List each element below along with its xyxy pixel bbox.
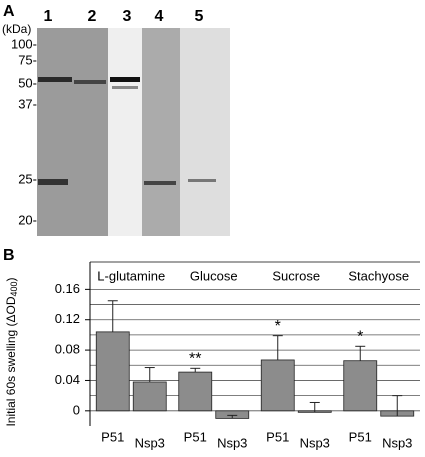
mw-marker: 20- bbox=[18, 212, 37, 227]
band bbox=[112, 86, 138, 89]
lane-label: 5 bbox=[195, 8, 204, 25]
lane-label: 2 bbox=[88, 8, 97, 25]
y-tick-label: 0.16 bbox=[55, 281, 80, 296]
y-tick-label: 0.04 bbox=[55, 372, 80, 387]
x-tick-label: P51 bbox=[266, 429, 289, 444]
lane-label: 1 bbox=[44, 8, 53, 25]
x-tick-label: P51 bbox=[184, 429, 207, 444]
y-axis-label: Initial 60s swelling (ΔOD400) bbox=[4, 277, 19, 426]
band bbox=[74, 80, 106, 84]
category-label: Glucose bbox=[190, 268, 238, 283]
band bbox=[188, 179, 216, 182]
unit-label: (kDa) bbox=[2, 22, 31, 36]
mw-marker: 50- bbox=[18, 75, 37, 90]
y-axis-label-text: ) bbox=[4, 277, 18, 281]
y-tick-label: 0.08 bbox=[55, 342, 80, 357]
significance-label: * bbox=[357, 329, 363, 346]
y-tick-label: 0.12 bbox=[55, 311, 80, 326]
mw-marker: 37- bbox=[18, 96, 37, 111]
significance-label: ** bbox=[189, 351, 201, 368]
x-tick-label: Nsp3 bbox=[217, 435, 247, 450]
band bbox=[144, 181, 176, 185]
mw-marker: 75- bbox=[18, 52, 37, 67]
bar bbox=[343, 360, 378, 412]
blot-lanes-1-2 bbox=[37, 28, 108, 236]
y-axis-label-text: Initial 60s swelling (ΔOD bbox=[4, 296, 18, 426]
mw-marker: 100- bbox=[11, 36, 37, 51]
blot-lane-5 bbox=[180, 28, 230, 236]
band bbox=[38, 179, 68, 185]
panel-a: A 1 2 3 4 5 (kDa) 100- 75- 50- 37- 25- 2… bbox=[2, 3, 230, 236]
x-tick-label: Nsp3 bbox=[135, 435, 165, 450]
y-axis-label-sub: 400 bbox=[9, 281, 19, 296]
bar bbox=[178, 371, 213, 412]
significance-label: * bbox=[275, 318, 281, 335]
mw-marker: 25- bbox=[18, 171, 37, 186]
x-tick-label: P51 bbox=[349, 429, 372, 444]
panel-label: B bbox=[3, 247, 15, 264]
category-label: Stachyose bbox=[348, 268, 409, 283]
panel-label: A bbox=[3, 3, 15, 20]
band bbox=[38, 77, 72, 82]
category-label: Sucrose bbox=[272, 268, 320, 283]
x-tick-label: Nsp3 bbox=[300, 435, 330, 450]
lane-label: 3 bbox=[123, 8, 132, 25]
lane-label: 4 bbox=[155, 8, 164, 25]
x-tick-label: Nsp3 bbox=[382, 435, 412, 450]
band bbox=[110, 77, 140, 82]
x-tick-label: P51 bbox=[101, 429, 124, 444]
category-label: L-glutamine bbox=[97, 268, 165, 283]
bar bbox=[260, 359, 295, 412]
blot-lane-3 bbox=[108, 28, 142, 236]
bar bbox=[95, 331, 130, 412]
bar bbox=[132, 381, 167, 412]
y-tick-label: 0 bbox=[73, 402, 80, 417]
blot-lane-4 bbox=[142, 28, 180, 236]
